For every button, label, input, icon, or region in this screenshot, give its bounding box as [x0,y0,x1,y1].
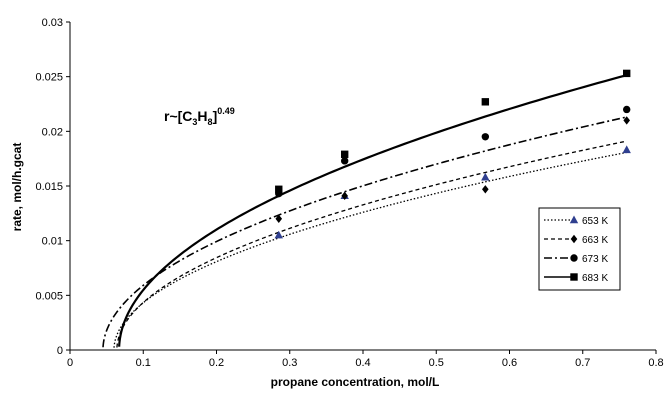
legend-marker-663-k [570,234,578,244]
annotation-sub-8: 8 [208,117,213,127]
y-tick-label: 0.005 [35,290,63,302]
legend-marker-683-k [570,273,578,281]
x-tick-label: 0.5 [429,357,444,369]
y-tick-label: 0.015 [35,181,63,193]
x-tick-label: 0.3 [282,357,297,369]
x-tick-label: 0.6 [502,357,517,369]
data-point-653-k [274,230,283,239]
legend-marker-653-k [569,215,579,224]
fit-curve-673-k [102,116,627,348]
legend-items: 653 K 663 K 673 K 683 K [544,215,608,284]
power-law-annotation: r~[C3H8]0.49 [164,106,235,127]
x-tick-label: 0.8 [648,357,663,369]
data-point-663-k [623,116,630,125]
data-markers [274,69,631,239]
data-point-683-k [340,150,349,158]
y-tick-label: 0.025 [35,72,63,84]
data-point-673-k [623,105,631,114]
annotation-exponent: 0.49 [217,106,235,116]
data-point-653-k [481,172,490,181]
data-point-683-k [623,69,631,78]
x-tick-label: 0.4 [355,357,370,369]
data-point-663-k [275,214,283,223]
data-point-663-k [482,185,489,194]
x-tick-label: 0 [67,357,73,369]
data-point-683-k [275,185,283,193]
data-point-673-k [340,157,349,165]
y-tick-label: 0.03 [42,17,63,29]
x-tick-label: 0.2 [209,357,224,369]
annotation-prefix: r~[C [164,108,192,124]
data-point-683-k [481,98,490,106]
legend-label-673-k: 673 K [582,254,608,265]
legend-label-683-k: 683 K [582,273,608,284]
legend-label-663-k: 663 K [582,235,608,246]
x-tick-label: 0.7 [575,357,590,369]
data-point-653-k [622,145,631,154]
x-ticks: 0 0.1 0.2 0.3 0.4 0.5 0.6 0.7 0.8 [67,350,664,369]
y-ticks: 0 0.005 0.01 0.015 0.02 0.025 0.03 [35,17,70,357]
annotation-h: H [197,108,207,124]
annotation-sub-3: 3 [192,117,197,127]
fit-curve-663-k [116,140,627,348]
x-axis-label: propane concentration, mol/L [271,375,440,389]
axes [69,22,656,351]
fit-curves [102,74,627,348]
data-point-673-k [481,133,490,141]
x-tick-label: 0.1 [136,357,151,369]
y-tick-label: 0.02 [42,126,63,138]
y-tick-label: 0.01 [42,236,63,248]
legend: 653 K 663 K 673 K 683 K [538,207,621,291]
legend-label-653-k: 653 K [582,216,608,227]
data-point-663-k [341,191,348,201]
y-axis-label: rate, mol/h.gcat [10,143,24,232]
legend-marker-673-k [570,254,578,262]
fit-curve-683-k [118,74,627,347]
y-tick-label: 0 [57,345,63,357]
annotation-close: ] [213,108,218,124]
